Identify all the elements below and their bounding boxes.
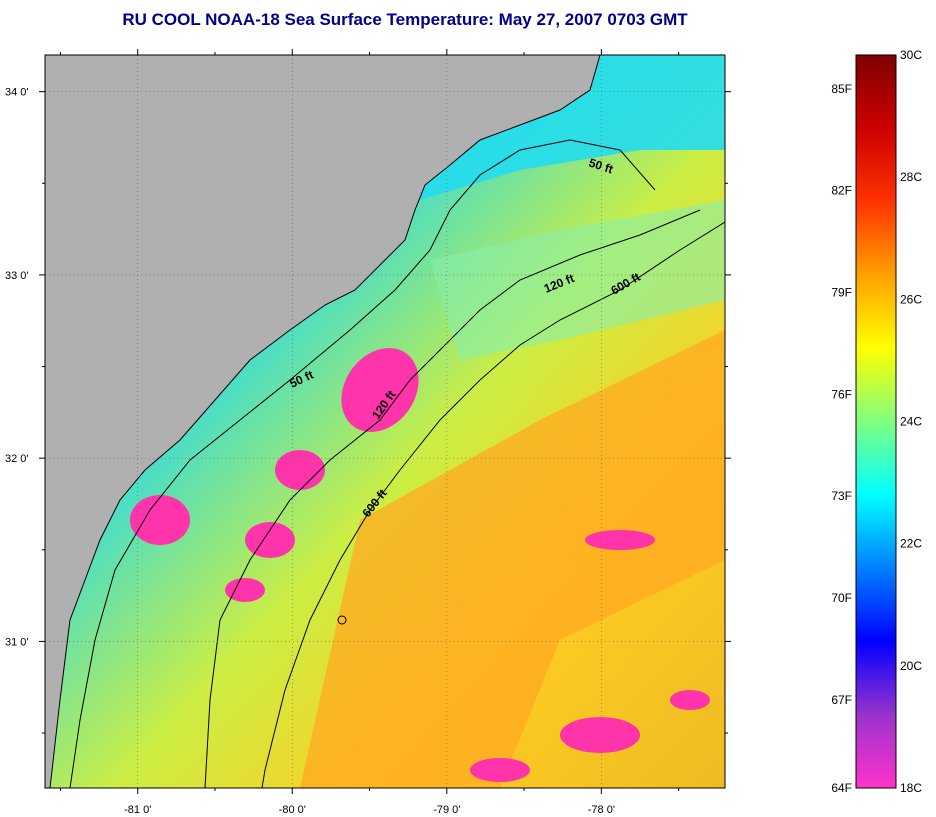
map-grid xyxy=(45,55,725,788)
isobath-600ft xyxy=(261,221,725,788)
latitude-label: 32 0' xyxy=(5,453,29,465)
map-title: RU COOL NOAA-18 Sea Surface Temperature:… xyxy=(122,10,688,29)
isobath-50ft xyxy=(69,139,656,788)
longitude-label: -78 0' xyxy=(588,804,615,816)
latitude-label: 33 0' xyxy=(5,270,29,282)
longitude-label: -80 0' xyxy=(279,804,306,816)
colorbar-celsius-label: 24C xyxy=(900,415,922,429)
colorbar xyxy=(855,54,897,789)
colorbar-fahrenheit-label: 70F xyxy=(831,591,852,605)
isobath-120ft xyxy=(204,209,701,788)
colorbar-celsius-label: 18C xyxy=(900,781,922,795)
axis-ticks xyxy=(39,49,731,794)
shelf-water-band xyxy=(430,200,725,360)
latitude-label: 31 0' xyxy=(5,636,29,648)
colorbar-fahrenheit-label: 64F xyxy=(831,781,852,795)
colorbar-fahrenheit-label: 67F xyxy=(831,693,852,707)
longitude-labels: -81 0' -80 0' -79 0' -78 0' xyxy=(124,804,615,816)
coastline xyxy=(49,55,601,788)
colorbar-fahrenheit-label: 82F xyxy=(831,184,852,198)
colorbar-celsius-label: 26C xyxy=(900,292,922,306)
land-area xyxy=(45,55,600,788)
colorbar-celsius-label: 22C xyxy=(900,537,922,551)
warm-water-band xyxy=(300,330,725,788)
colorbar-celsius-label: 20C xyxy=(900,659,922,673)
latitude-label: 34 0' xyxy=(5,87,29,99)
cold-water-patches xyxy=(130,348,710,782)
station-marker xyxy=(337,615,347,625)
map-frame xyxy=(44,54,726,789)
colorbar-fahrenheit-label: 76F xyxy=(831,387,852,401)
map-image xyxy=(45,55,725,788)
colorbar-fahrenheit-label: 79F xyxy=(831,286,852,300)
colorbar-fahrenheit-label: 85F xyxy=(831,82,852,96)
colorbar-celsius-label: 30C xyxy=(900,48,922,62)
longitude-label: -79 0' xyxy=(433,804,460,816)
colorbar-celsius-label: 28C xyxy=(900,170,922,184)
colorbar-fahrenheit-label: 73F xyxy=(831,489,852,503)
latitude-labels: 34 0' 33 0' 32 0' 31 0' xyxy=(5,87,29,649)
longitude-label: -81 0' xyxy=(124,804,151,816)
colorbar-labels: 30C 28C 26C 24C 22C 20C 18C 85F 82F 79F 76F 73F 70F 6… xyxy=(831,48,922,795)
